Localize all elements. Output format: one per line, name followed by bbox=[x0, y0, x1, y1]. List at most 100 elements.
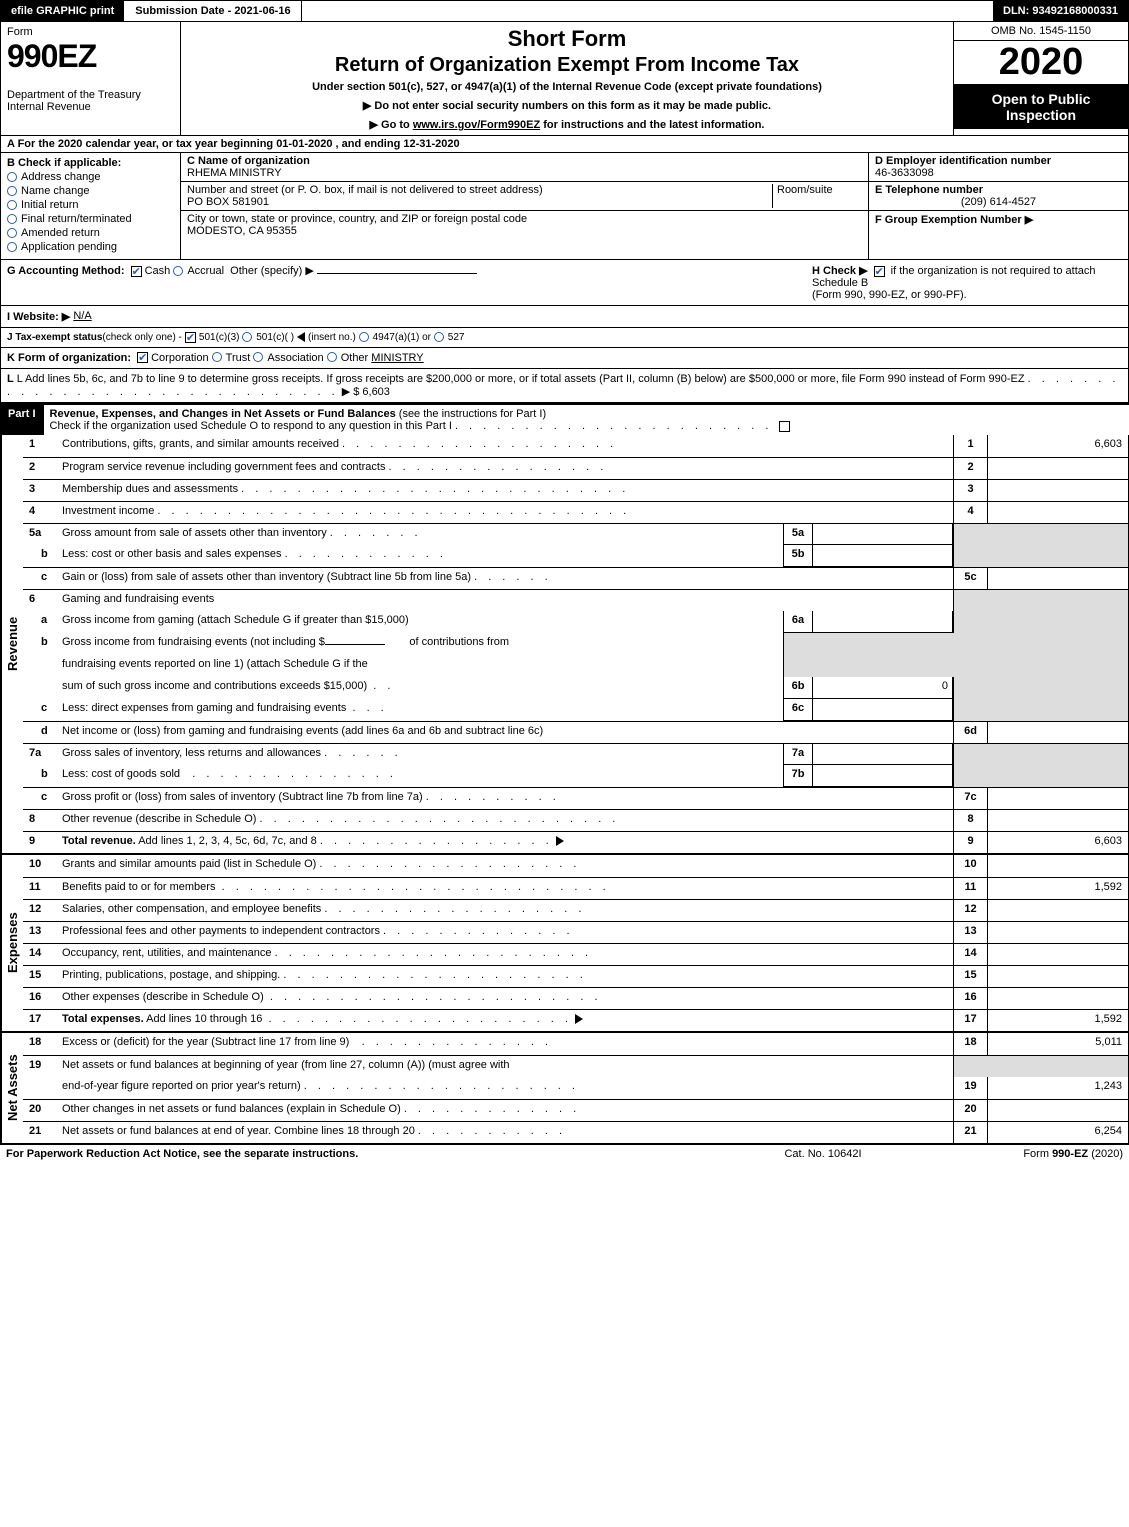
l16-desc: Other expenses (describe in Schedule O) bbox=[62, 991, 264, 1003]
j-opt4: 527 bbox=[448, 332, 465, 343]
efile-btn[interactable]: efile GRAPHIC print bbox=[1, 1, 125, 21]
line-j: J Tax-exempt status (check only one) - 5… bbox=[1, 327, 1128, 347]
circle-icon bbox=[7, 214, 17, 224]
g-other-input[interactable] bbox=[317, 273, 477, 274]
top-bar: efile GRAPHIC print Submission Date - 20… bbox=[0, 0, 1129, 22]
l10-box-num: 10 bbox=[953, 855, 988, 877]
b-address-change[interactable]: Address change bbox=[7, 171, 174, 183]
f-label: F Group Exemption Number ▶ bbox=[875, 213, 1122, 226]
l3-dots: . . . . . . . . . . . . . . . . . . . . … bbox=[241, 483, 629, 495]
j-note: (check only one) - bbox=[102, 332, 181, 343]
part1-schedule-o-checkbox[interactable] bbox=[779, 421, 790, 432]
l13-dots: . . . . . . . . . . . . . . bbox=[383, 925, 574, 937]
j-opt3: 4947(a)(1) or bbox=[373, 332, 431, 343]
line-6c: c Less: direct expenses from gaming and … bbox=[23, 699, 1128, 721]
line-11: 11 Benefits paid to or for members . . .… bbox=[23, 877, 1128, 899]
line-5c: c Gain or (loss) from sale of assets oth… bbox=[23, 567, 1128, 589]
k-label: K Form of organization: bbox=[7, 352, 131, 364]
note2-pre: ▶ Go to bbox=[370, 119, 413, 131]
line-12: 12 Salaries, other compensation, and emp… bbox=[23, 899, 1128, 921]
dln: DLN: 93492168000331 bbox=[993, 1, 1128, 21]
l7a-bv bbox=[813, 744, 953, 765]
l6b-blank[interactable] bbox=[325, 644, 385, 645]
g-cash-checkbox[interactable] bbox=[131, 266, 142, 277]
section-def: D Employer identification number 46-3633… bbox=[868, 153, 1128, 259]
l15-box-num: 15 bbox=[953, 966, 988, 987]
note-link: ▶ Go to www.irs.gov/Form990EZ for instru… bbox=[187, 118, 947, 131]
j-label: J Tax-exempt status bbox=[7, 332, 102, 343]
l4-box-num: 4 bbox=[953, 502, 988, 523]
l17-dots: . . . . . . . . . . . . . . . . . . . . … bbox=[269, 1013, 572, 1025]
k-corp: Corporation bbox=[151, 352, 208, 364]
note2-post: for instructions and the latest informat… bbox=[540, 119, 764, 131]
grey-spacer bbox=[953, 545, 1128, 567]
l7c-value bbox=[988, 788, 1128, 809]
irs-link[interactable]: www.irs.gov/Form990EZ bbox=[413, 119, 540, 131]
h-post2: (Form 990, 990-EZ, or 990-PF). bbox=[812, 289, 967, 301]
grey-spacer bbox=[953, 611, 1128, 633]
b-final-return[interactable]: Final return/terminated bbox=[7, 213, 174, 225]
l1-desc: Contributions, gifts, grants, and simila… bbox=[62, 438, 342, 450]
k-corp-checkbox[interactable] bbox=[137, 352, 148, 363]
l7a-desc: Gross sales of inventory, less returns a… bbox=[62, 747, 324, 759]
l6c-box: 6c bbox=[783, 699, 813, 721]
line-l: L L Add lines 5b, 6c, and 7b to line 9 t… bbox=[1, 368, 1128, 402]
l3-value bbox=[988, 480, 1128, 501]
l17-num: 17 bbox=[23, 1010, 58, 1031]
l9-desc2: Add lines 1, 2, 3, 4, 5c, 6d, 7c, and 8 bbox=[136, 835, 320, 847]
l7c-dots: . . . . . . . . . . bbox=[426, 791, 560, 803]
b-initial-return[interactable]: Initial return bbox=[7, 199, 174, 211]
city-value: MODESTO, CA 95355 bbox=[187, 225, 862, 237]
l6b-dots: . . bbox=[373, 680, 394, 692]
l14-desc: Occupancy, rent, utilities, and maintena… bbox=[62, 947, 275, 959]
b-name-change[interactable]: Name change bbox=[7, 185, 174, 197]
line-17: 17 Total expenses. Add lines 10 through … bbox=[23, 1009, 1128, 1031]
l5b-desc: Less: cost or other basis and sales expe… bbox=[62, 548, 285, 560]
l19-dots: . . . . . . . . . . . . . . . . . . . . bbox=[304, 1080, 579, 1092]
l6a-num: a bbox=[23, 611, 58, 633]
l6c-dots: . . . bbox=[352, 702, 387, 714]
l-text: L Add lines 5b, 6c, and 7b to line 9 to … bbox=[17, 373, 1025, 385]
l1-num: 1 bbox=[23, 435, 58, 457]
circle-icon bbox=[359, 332, 369, 342]
b-opt-0: Address change bbox=[21, 171, 101, 183]
l2-dots: . . . . . . . . . . . . . . . . bbox=[389, 461, 608, 473]
l18-desc: Excess or (deficit) for the year (Subtra… bbox=[62, 1036, 349, 1048]
l6b-bv: 0 bbox=[813, 677, 953, 699]
h-checkbox[interactable] bbox=[874, 266, 885, 277]
b-application-pending[interactable]: Application pending bbox=[7, 241, 174, 253]
b-opt-2: Initial return bbox=[21, 199, 78, 211]
k-other-value: MINISTRY bbox=[371, 352, 423, 364]
l6a-box: 6a bbox=[783, 611, 813, 633]
line-18: 18 Excess or (deficit) for the year (Sub… bbox=[23, 1033, 1128, 1055]
g-label: G Accounting Method: bbox=[7, 265, 125, 277]
j-opt2: 501(c)( ) bbox=[256, 332, 294, 343]
submission-date: Submission Date - 2021-06-16 bbox=[125, 1, 301, 21]
grey-spacer bbox=[953, 590, 1128, 611]
b-opt-5: Application pending bbox=[21, 241, 117, 253]
l7b-desc: Less: cost of goods sold bbox=[62, 768, 180, 780]
b-opt-1: Name change bbox=[21, 185, 90, 197]
l15-value bbox=[988, 966, 1128, 987]
street-label: Number and street (or P. O. box, if mail… bbox=[187, 184, 772, 196]
l13-value bbox=[988, 922, 1128, 943]
j-501c3-checkbox[interactable] bbox=[185, 332, 196, 343]
b-amended-return[interactable]: Amended return bbox=[7, 227, 174, 239]
line-1: 1 Contributions, gifts, grants, and simi… bbox=[23, 435, 1128, 457]
l2-box-num: 2 bbox=[953, 458, 988, 479]
line-6a: a Gross income from gaming (attach Sched… bbox=[23, 611, 1128, 633]
l17-desc2: Add lines 10 through 16 bbox=[144, 1013, 263, 1025]
l21-desc: Net assets or fund balances at end of ye… bbox=[62, 1125, 418, 1137]
title-short-form: Short Form bbox=[187, 26, 947, 52]
l3-desc: Membership dues and assessments bbox=[62, 483, 241, 495]
l3-box-num: 3 bbox=[953, 480, 988, 501]
l14-dots: . . . . . . . . . . . . . . . . . . . . … bbox=[275, 947, 593, 959]
l6-num: 6 bbox=[23, 590, 58, 611]
form-ref: Form 990-EZ (2020) bbox=[923, 1148, 1123, 1160]
net-assets-tab: Net Assets bbox=[1, 1033, 23, 1143]
d-label: D Employer identification number bbox=[875, 155, 1122, 167]
line-19-2: end-of-year figure reported on prior yea… bbox=[23, 1077, 1128, 1099]
circle-icon bbox=[434, 332, 444, 342]
k-trust: Trust bbox=[226, 352, 251, 364]
line-8: 8 Other revenue (describe in Schedule O)… bbox=[23, 809, 1128, 831]
